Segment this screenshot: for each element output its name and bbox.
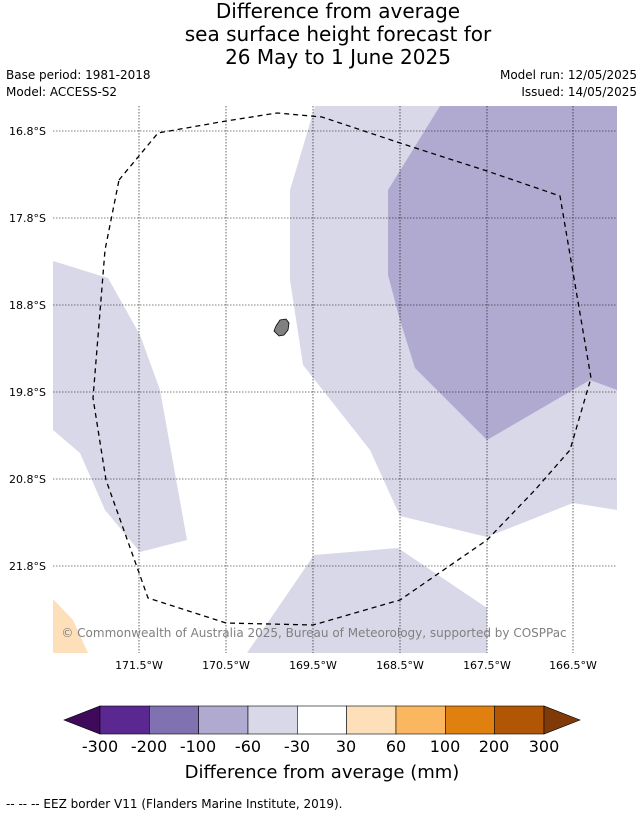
colorbar-tick: 30 [335,737,357,756]
title-line-1: Difference from average [215,0,461,23]
map-title: Difference from average sea surface heig… [0,0,644,69]
colorbar-tick: -30 [283,737,311,756]
lon-label: 169.5°W [289,659,337,672]
eez-legend-note: -- -- -- EEZ border V11 (Flanders Marine… [6,797,343,811]
colorbar-cell [445,705,495,735]
anomaly-region-positive [53,599,88,653]
issued-date: Issued: 14/05/2025 [521,85,637,99]
title-line-3: 26 May to 1 June 2025 [225,45,451,69]
lat-label: 17.8°S [9,212,46,225]
map-figure: © Commonwealth of Australia 2025, Bureau… [9,106,617,672]
model-run: Model run: 12/05/2025 [499,68,637,82]
colorbar-extend-low [63,705,101,735]
title-line-2: sea surface height forecast for [184,22,492,46]
island-landmass [273,318,290,337]
colorbar-cell [99,705,150,735]
lat-label: 21.8°S [9,560,46,573]
colorbar-tick: -300 [81,737,119,756]
colorbar-cell [149,705,199,735]
colorbar-cell [198,705,249,735]
lon-label: 170.5°W [202,659,250,672]
lon-label: 171.5°W [115,659,163,672]
colorbar-tick: 60 [385,737,407,756]
anomaly-region-deep [388,106,617,440]
colorbar-tick: -60 [234,737,262,756]
colorbar-cell [346,705,397,735]
lat-label: 19.8°S [9,386,46,399]
colorbar-cells [63,705,581,735]
colorbar-cell [247,705,298,735]
copyright-notice: © Commonwealth of Australia 2025, Bureau… [61,626,566,640]
meta-right: Model run: 12/05/2025 Issued: 14/05/2025 [500,67,637,101]
lon-label: 167.5°W [463,659,511,672]
lon-label: 168.5°W [376,659,424,672]
meta-left: Base period: 1981-2018 Model: ACCESS-S2 [6,67,151,101]
colorbar-tick: 100 [429,737,461,756]
lat-label: 20.8°S [9,473,46,486]
base-period: Base period: 1981-2018 [6,68,151,82]
eez-border [92,112,592,626]
colorbar-tick: -100 [179,737,217,756]
colorbar-tick: -200 [130,737,168,756]
map-plot-area: © Commonwealth of Australia 2025, Bureau… [53,106,617,653]
lon-label: 166.5°W [549,659,597,672]
model-name: Model: ACCESS-S2 [6,85,118,99]
colorbar-tick: 300 [528,737,560,756]
colorbar [63,705,581,735]
colorbar-extend-high [543,705,581,735]
map-gridlines [53,106,617,653]
colorbar-cell [494,705,545,735]
lat-label: 16.8°S [9,125,46,138]
lat-label: 18.8°S [9,299,46,312]
colorbar-cell [297,705,347,735]
anomaly-region-south [247,548,487,653]
colorbar-tick: 200 [478,737,510,756]
colorbar-title: Difference from average (mm) [184,762,460,783]
colorbar-cell [395,705,446,735]
